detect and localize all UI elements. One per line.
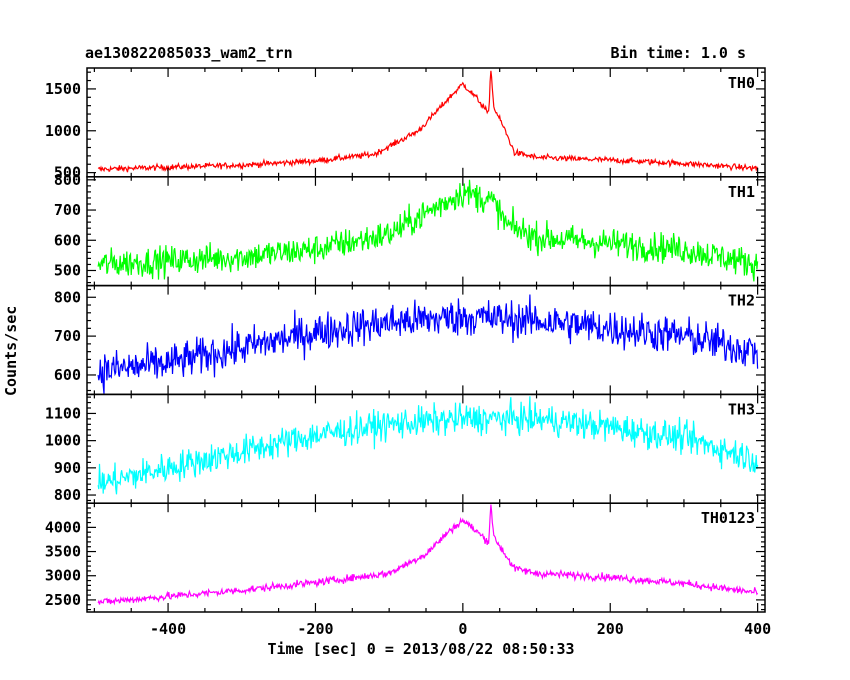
chart-title: ae130822085033_wam2_trn — [85, 44, 293, 62]
y-tick-label: 4000 — [45, 518, 81, 536]
x-axis-label: Time [sec] 0 = 2013/08/22 08:50:33 — [0, 640, 850, 658]
panel-label-th1: TH1 — [728, 183, 755, 201]
y-tick-label: 1500 — [45, 80, 81, 98]
y-tick-label: 1100 — [45, 404, 81, 422]
bin-time-label: Bin time: 1.0 s — [610, 44, 746, 62]
series-line-th0123 — [97, 504, 759, 606]
x-tick-label: 200 — [597, 620, 624, 638]
panel-frame-th3 — [86, 393, 766, 504]
y-tick-label: 800 — [54, 486, 81, 504]
y-tick-label: 1000 — [45, 122, 81, 140]
y-tick-label: 500 — [54, 164, 81, 182]
panel-frame-th1 — [86, 176, 766, 287]
y-tick-label: 800 — [54, 288, 81, 306]
panel-label-th0123: TH0123 — [701, 509, 755, 527]
series-line-th0 — [97, 70, 759, 173]
x-tick-label: -400 — [150, 620, 186, 638]
y-tick-label: 900 — [54, 459, 81, 477]
series-line-th2 — [97, 294, 759, 394]
x-axis-label-text: Time [sec] 0 = 2013/08/22 08:50:33 — [267, 640, 575, 658]
x-tick-label: 0 — [458, 620, 467, 638]
y-tick-label: 700 — [54, 327, 81, 345]
y-tick-label: 2500 — [45, 591, 81, 609]
series-line-th1 — [97, 179, 759, 282]
y-tick-label: 600 — [54, 366, 81, 384]
panel-frame-th0 — [86, 67, 766, 178]
panel-label-th0: TH0 — [728, 74, 755, 92]
panel-label-th3: TH3 — [728, 400, 755, 418]
y-tick-label: 1000 — [45, 432, 81, 450]
y-tick-label: 600 — [54, 231, 81, 249]
x-tick-label: 400 — [744, 620, 771, 638]
y-tick-label: 800 — [54, 171, 81, 189]
y-tick-label: 3000 — [45, 567, 81, 585]
panel-label-th2: TH2 — [728, 292, 755, 310]
series-line-th3 — [97, 396, 759, 495]
y-tick-label: 500 — [54, 261, 81, 279]
y-tick-label: 3500 — [45, 543, 81, 561]
y-tick-label: 700 — [54, 201, 81, 219]
x-tick-label: -200 — [297, 620, 333, 638]
